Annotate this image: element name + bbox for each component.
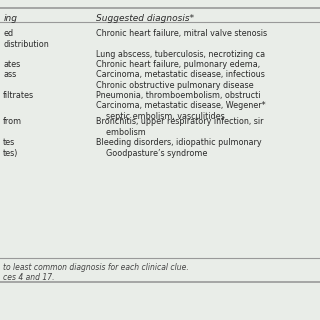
Text: Bronchitis, upper respiratory infection, sir
    embolism: Bronchitis, upper respiratory infection,… — [96, 117, 263, 137]
Text: Carcinoma, metastatic disease, infectious: Carcinoma, metastatic disease, infectiou… — [96, 70, 265, 79]
Text: ed
distribution: ed distribution — [3, 29, 49, 49]
Text: ates: ates — [3, 60, 20, 69]
Text: Suggested diagnosis*: Suggested diagnosis* — [96, 14, 194, 23]
Text: Chronic heart failure, pulmonary edema,: Chronic heart failure, pulmonary edema, — [96, 60, 260, 69]
Text: filtrates: filtrates — [3, 91, 34, 100]
Text: from: from — [3, 117, 22, 126]
Text: ces 4 and 17.: ces 4 and 17. — [3, 273, 55, 282]
Text: Pneumonia, thromboembolism, obstructi: Pneumonia, thromboembolism, obstructi — [96, 91, 260, 100]
Text: ing: ing — [3, 14, 17, 23]
Text: tes
tes): tes tes) — [3, 138, 19, 158]
Text: to least common diagnosis for each clinical clue.: to least common diagnosis for each clini… — [3, 263, 189, 272]
Text: Chronic heart failure, mitral valve stenosis: Chronic heart failure, mitral valve sten… — [96, 29, 267, 38]
Text: Carcinoma, metastatic disease, Wegener*
    septic embolism, vasculitides: Carcinoma, metastatic disease, Wegener* … — [96, 101, 266, 121]
Text: Lung abscess, tuberculosis, necrotizing ca: Lung abscess, tuberculosis, necrotizing … — [96, 50, 265, 59]
Text: ass: ass — [3, 70, 16, 79]
Text: Chronic obstructive pulmonary disease: Chronic obstructive pulmonary disease — [96, 81, 254, 90]
Text: Bleeding disorders, idiopathic pulmonary
    Goodpasture’s syndrome: Bleeding disorders, idiopathic pulmonary… — [96, 138, 262, 158]
